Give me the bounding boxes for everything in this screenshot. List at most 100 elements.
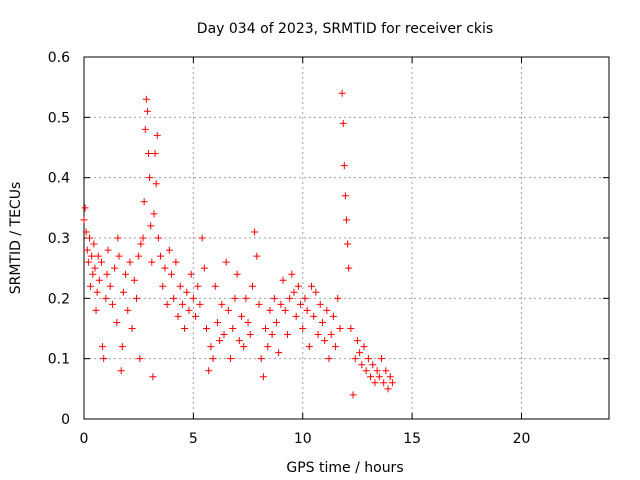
data-point [356, 349, 364, 357]
data-point [316, 300, 324, 308]
data-point [364, 355, 372, 363]
data-point [343, 216, 350, 224]
data-point [88, 252, 96, 260]
data-point [100, 355, 108, 363]
data-point [218, 300, 226, 308]
data-point [200, 264, 208, 272]
data-point [159, 282, 167, 290]
data-point [94, 252, 102, 260]
data-point [362, 367, 370, 375]
data-point [386, 373, 394, 381]
data-point [130, 276, 138, 284]
data-point [358, 361, 366, 369]
data-point [224, 306, 232, 314]
data-point [264, 343, 272, 351]
data-point [279, 276, 287, 284]
data-point [139, 234, 147, 242]
data-point [92, 306, 100, 314]
data-point [286, 294, 294, 302]
data-point [87, 282, 95, 290]
data-point [242, 294, 250, 302]
data-point [367, 373, 375, 381]
data-point [325, 355, 333, 363]
data-point [373, 367, 381, 375]
x-tick-label: 15 [403, 431, 421, 447]
data-point [165, 246, 173, 254]
data-point [151, 150, 159, 158]
x-tick-label: 5 [189, 431, 198, 447]
data-point [238, 312, 245, 320]
data-point [126, 258, 134, 266]
data-point [91, 264, 99, 272]
data-point [168, 270, 175, 278]
data-point [124, 306, 132, 314]
data-point [283, 331, 291, 339]
data-point [353, 337, 361, 345]
data-point [205, 367, 213, 375]
data-point [277, 300, 285, 308]
data-point [229, 325, 237, 332]
data-point [380, 379, 388, 387]
data-point [187, 270, 195, 278]
data-point [198, 234, 206, 242]
data-point [80, 216, 88, 224]
data-point [344, 240, 352, 248]
data-point [220, 331, 228, 339]
data-point [257, 355, 265, 363]
data-point [233, 270, 241, 278]
data-point [174, 312, 182, 320]
data-point [341, 192, 349, 200]
data-point [371, 379, 379, 387]
grid-layer [84, 57, 609, 419]
data-point [209, 355, 217, 363]
data-point [203, 325, 210, 332]
data-point [323, 306, 331, 314]
y-tick-label: 0.2 [48, 291, 70, 307]
data-point [211, 282, 219, 290]
data-point [122, 270, 130, 278]
data-point [235, 337, 243, 345]
data-point [314, 331, 322, 339]
data-point [338, 89, 346, 97]
data-point [106, 282, 114, 290]
data-point [154, 234, 162, 242]
data-point [115, 252, 123, 260]
data-point [104, 246, 112, 254]
data-point [176, 282, 184, 290]
data-point [375, 373, 383, 381]
data-point [108, 300, 116, 308]
data-point [290, 288, 298, 296]
data-point [301, 294, 309, 302]
y-tick-label: 0.4 [48, 171, 70, 187]
data-point [369, 361, 377, 369]
y-tick-label: 0.6 [48, 50, 70, 66]
data-point [150, 210, 158, 218]
data-point [310, 312, 318, 320]
data-point [140, 198, 148, 206]
data-point [128, 325, 136, 332]
data-point [181, 325, 189, 332]
data-point [141, 125, 149, 133]
data-point [99, 343, 107, 351]
data-point [213, 318, 221, 326]
x-tick-label: 20 [513, 431, 531, 447]
data-point [85, 234, 93, 242]
data-point [148, 258, 156, 266]
data-point [308, 282, 315, 290]
data-point [178, 300, 186, 308]
data-point [172, 258, 180, 266]
data-point [93, 288, 101, 296]
data-point [196, 300, 204, 308]
data-point [248, 282, 256, 290]
data-point [146, 174, 154, 182]
data-point [194, 282, 202, 290]
data-point [339, 119, 347, 127]
data-point [334, 294, 342, 302]
data-point [163, 300, 171, 308]
data-point [288, 270, 296, 278]
data-point [83, 246, 91, 254]
data-point [327, 331, 335, 339]
data-point [244, 318, 252, 326]
data-point [231, 294, 239, 302]
data-point [157, 252, 165, 260]
